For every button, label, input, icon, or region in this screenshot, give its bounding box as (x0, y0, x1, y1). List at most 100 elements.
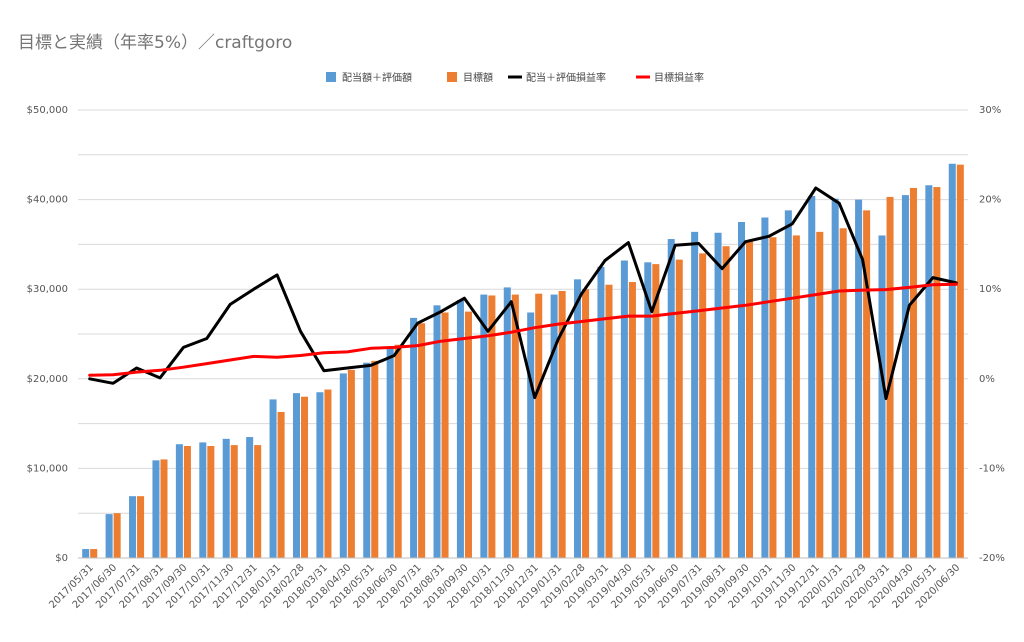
actual-value-bar (410, 317, 418, 558)
actual-value-bar (737, 222, 745, 558)
target-value-bar (90, 549, 98, 558)
right-axis-tick-label: 20% (979, 195, 1001, 206)
target-value-bar (371, 360, 379, 558)
target-value-bar (347, 369, 355, 558)
legend-label: 配当＋評価損益率 (526, 71, 606, 84)
target-value-bar (113, 513, 121, 558)
target-value-bar (464, 311, 472, 558)
actual-value-bar (456, 299, 464, 558)
actual-value-bar (855, 199, 863, 558)
target-value-bar (394, 344, 402, 558)
actual-value-bar (644, 262, 652, 558)
actual-value-bar (550, 294, 558, 558)
target-value-bar (652, 264, 660, 558)
actual-value-bar (105, 514, 113, 558)
actual-value-bar (901, 195, 909, 558)
left-axis-tick-label: $20,000 (27, 374, 68, 385)
actual-value-bar (878, 235, 886, 558)
target-value-bar (301, 396, 309, 558)
target-value-bar (699, 253, 707, 559)
target-value-bar (558, 290, 566, 558)
right-axis-tick-label: 10% (979, 284, 1001, 295)
target-value-bar (792, 235, 800, 558)
right-axis-tick-label: 0% (979, 374, 995, 385)
target-value-bar (183, 446, 191, 558)
actual-value-bar (948, 163, 956, 558)
target-value-bar (722, 246, 730, 558)
right-axis-tick-label: -10% (979, 463, 1005, 474)
actual-value-bar (480, 294, 488, 558)
chart-title: 目標と実績（年率5%）／craftgoro (18, 33, 293, 53)
left-axis-tick-label: $40,000 (27, 195, 68, 206)
actual-return-rate-line (88, 186, 958, 400)
target-value-bar (675, 259, 683, 558)
actual-value-bar (222, 438, 230, 558)
target-value-bar (207, 446, 215, 558)
target-value-bar (535, 293, 543, 558)
actual-value-bar (597, 266, 605, 558)
target-value-bar (254, 445, 262, 558)
actual-value-bar (316, 392, 324, 558)
target-value-bar (863, 210, 871, 559)
target-value-bar (628, 282, 636, 558)
target-value-bar (933, 187, 941, 558)
legend-label: 配当額＋評価額 (342, 71, 412, 84)
left-axis-tick-label: $30,000 (27, 284, 68, 295)
legend-swatch (447, 72, 457, 82)
actual-value-bar (339, 373, 347, 558)
actual-value-bar (808, 196, 816, 559)
target-value-bar (909, 187, 917, 558)
target-value-bar (839, 228, 847, 558)
target-value-bar (441, 312, 449, 558)
actual-value-bar (925, 185, 933, 558)
actual-value-bar (129, 496, 137, 558)
target-return-rate-line (88, 282, 958, 377)
legend: 配当額＋評価額 目標額 配当＋評価損益率 目標損益率 (326, 71, 704, 84)
actual-value-bar (574, 279, 582, 558)
target-value-bar (956, 164, 964, 558)
actual-value-bar (269, 399, 277, 558)
actual-value-bar (620, 260, 628, 558)
target-value-bar (605, 284, 613, 558)
legend-label: 目標損益率 (654, 71, 704, 84)
actual-value-bar (831, 198, 839, 559)
target-value-bar (582, 289, 590, 558)
actual-value-bar (386, 347, 394, 558)
target-value-bar (160, 459, 168, 558)
actual-value-bar (503, 287, 511, 558)
actual-value-bar (784, 210, 792, 559)
right-axis-tick-label: -20% (979, 553, 1005, 564)
target-value-bar (324, 389, 332, 558)
actual-value-bar (527, 312, 535, 558)
line-series (88, 186, 958, 400)
left-axis-tick-label: $10,000 (27, 463, 68, 474)
actual-value-bar (433, 305, 441, 558)
target-value-bar (816, 231, 824, 558)
actual-value-bar (152, 460, 160, 558)
actual-value-bar (199, 442, 207, 558)
actual-value-bar (667, 239, 675, 559)
target-value-bar (769, 237, 777, 558)
target-value-bar (746, 240, 754, 559)
target-value-bar (488, 295, 496, 558)
actual-value-bar (82, 549, 90, 558)
bar-series (82, 163, 964, 559)
target-value-bar (511, 294, 519, 558)
actual-value-bar (761, 217, 769, 558)
target-value-bar (418, 323, 426, 558)
target-value-bar (230, 445, 238, 558)
actual-value-bar (292, 393, 300, 558)
actual-value-bar (363, 362, 371, 558)
actual-value-bar (175, 444, 183, 558)
target-value-bar (137, 496, 145, 558)
actual-value-bar (691, 231, 699, 558)
legend-swatch (326, 72, 336, 82)
right-axis-tick-label: 30% (979, 105, 1001, 116)
target-value-bar (277, 411, 285, 558)
left-axis-tick-label: $50,000 (27, 105, 68, 116)
actual-value-bar (714, 232, 722, 558)
legend-label: 目標額 (463, 71, 493, 84)
actual-value-bar (246, 437, 254, 558)
left-axis-tick-label: $0 (55, 553, 68, 564)
